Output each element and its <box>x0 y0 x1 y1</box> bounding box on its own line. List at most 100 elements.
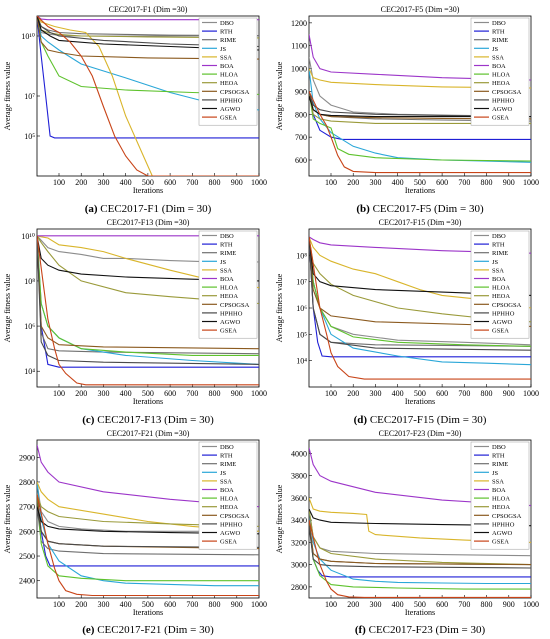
y-tick-label: 10¹⁰ <box>21 32 35 41</box>
legend-entry: HPHHO <box>492 521 515 528</box>
series-line-agwo <box>37 235 259 282</box>
series-line-gsea <box>37 16 259 176</box>
x-tick-label: 900 <box>231 600 243 609</box>
legend-entry: HPHHO <box>220 521 243 528</box>
x-tick-label: 400 <box>392 389 404 398</box>
legend-entry: DBO <box>492 20 506 27</box>
x-tick-label: 600 <box>436 600 448 609</box>
series-line-boa <box>309 236 531 254</box>
x-tick-label: 500 <box>414 178 426 187</box>
legend-entry: CPSOGSA <box>492 302 522 309</box>
x-tick-label: 200 <box>75 600 87 609</box>
series-line-gsea <box>37 235 259 386</box>
legend-entry: HLOA <box>492 285 510 292</box>
series-line-gsea <box>309 236 531 380</box>
legend-entry: AGWO <box>220 106 241 113</box>
legend-entry: RTH <box>492 29 505 36</box>
y-tick-label: 10⁴ <box>296 357 307 366</box>
x-tick-label: 500 <box>414 600 426 609</box>
series-line-js <box>37 481 259 587</box>
y-tick-label: 1000 <box>291 65 307 74</box>
legend-entry: BOA <box>220 63 234 70</box>
x-tick-label: 600 <box>436 389 448 398</box>
series-line-hphho <box>37 16 259 48</box>
y-tick-label: 3000 <box>291 561 307 570</box>
legend-entry: RTH <box>220 453 233 460</box>
series-line-hphho <box>309 525 531 569</box>
legend-entry: BOA <box>492 487 506 494</box>
x-axis-label: Iterations <box>133 186 163 195</box>
x-axis-label: Iterations <box>405 186 435 195</box>
panel-caption: (a) CEC2017-F1 (Dim = 30) <box>85 203 212 215</box>
panel-caption: (d) CEC2017-F15 (Dim = 30) <box>354 414 487 426</box>
x-tick-label: 300 <box>97 600 109 609</box>
legend-entry: JS <box>492 470 499 477</box>
y-tick-label: 2800 <box>19 478 35 487</box>
series-line-hphho <box>37 235 259 365</box>
x-tick-label: 200 <box>347 600 359 609</box>
legend-entry: GSEA <box>492 115 509 122</box>
x-tick-label: 900 <box>503 178 515 187</box>
chart-title: CEC2017-F23 (Dim =30) <box>379 429 462 438</box>
chart-panel-2: CEC2017-F5 (Dim =30) 100 200 300 400 500 600 70… <box>275 5 539 215</box>
y-tick-label: 700 <box>295 133 307 142</box>
y-tick-label: 2800 <box>291 583 307 592</box>
legend-entry: RIME <box>492 37 508 44</box>
series-line-gsea <box>309 519 531 598</box>
y-tick-label: 3400 <box>291 516 307 525</box>
x-tick-label: 200 <box>75 178 87 187</box>
legend-entry: GSEA <box>492 539 509 546</box>
x-tick-label: 900 <box>231 178 243 187</box>
chart-panel-4: CEC2017-F15 (Dim =30) 100 200 300 400 500 600 7… <box>275 218 539 426</box>
legend-entry: JS <box>492 259 499 266</box>
series-line-rth <box>37 16 259 139</box>
x-tick-label: 800 <box>481 389 493 398</box>
legend-entry: HLOA <box>492 72 510 79</box>
y-tick-label: 10⁸ <box>24 277 35 286</box>
legend-entry: BOA <box>220 487 234 494</box>
legend-entry: HLOA <box>492 496 510 503</box>
y-tick-label: 3200 <box>291 538 307 547</box>
y-axis-label: Average fitness value <box>3 273 12 342</box>
legend-entry: DBO <box>492 444 506 451</box>
legend-entry: DBO <box>220 20 234 27</box>
legend-entry: AGWO <box>220 530 241 537</box>
legend-entry: CPSOGSA <box>220 302 250 309</box>
legend-entry: HLOA <box>220 496 238 503</box>
y-tick-label: 2700 <box>19 503 35 512</box>
series-line-gsea <box>37 494 259 597</box>
x-tick-label: 100 <box>325 389 337 398</box>
x-tick-label: 900 <box>231 389 243 398</box>
x-tick-label: 700 <box>186 600 198 609</box>
x-tick-label: 800 <box>481 178 493 187</box>
x-tick-label: 500 <box>142 178 154 187</box>
series-line-agwo <box>309 236 531 296</box>
legend-entry: CPSOGSA <box>492 89 522 96</box>
series-line-ssa <box>309 68 531 89</box>
series-line-boa <box>309 34 531 81</box>
y-tick-label: 10⁷ <box>24 92 35 101</box>
x-tick-label: 100 <box>53 389 65 398</box>
legend-entry: HLOA <box>220 72 238 79</box>
legend-entry: DBO <box>220 233 234 240</box>
legend-entry: SSA <box>220 54 232 61</box>
y-tick-label: 10⁶ <box>24 322 35 331</box>
x-axis-label: Iterations <box>133 397 163 406</box>
x-tick-label: 900 <box>503 600 515 609</box>
legend-entry: AGWO <box>492 106 513 113</box>
series-line-hphho <box>309 236 531 351</box>
x-tick-label: 100 <box>53 600 65 609</box>
legend-entry: JS <box>220 470 227 477</box>
y-tick-label: 1100 <box>291 42 307 51</box>
series-line-rth <box>309 91 531 140</box>
legend-entry: HPHHO <box>492 97 515 104</box>
x-tick-label: 100 <box>325 178 337 187</box>
x-tick-label: 1000 <box>523 389 539 398</box>
legend-entry: RTH <box>220 29 233 36</box>
series-line-cpsogsa <box>309 236 531 327</box>
legend-entry: RIME <box>220 461 236 468</box>
legend-entry: HEOA <box>492 80 510 87</box>
legend-entry: AGWO <box>492 530 513 537</box>
chart-title: CEC2017-F5 (Dim =30) <box>381 5 460 14</box>
